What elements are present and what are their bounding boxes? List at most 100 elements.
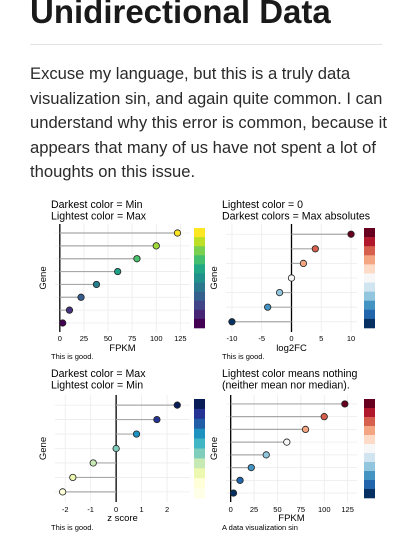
lollipop-point <box>89 459 97 467</box>
lollipop-point <box>153 415 161 424</box>
colorbar-swatch <box>364 300 375 311</box>
lollipop-point <box>152 242 160 250</box>
colorbar-swatch <box>194 478 205 489</box>
colorbar-swatch <box>364 309 375 320</box>
heading-divider <box>30 44 382 45</box>
colorbar-swatch <box>364 273 375 283</box>
lollipop-point <box>229 489 238 497</box>
x-tick-label: 25 <box>80 334 88 343</box>
lollipop-point <box>114 267 122 276</box>
chart-caption: This is good. <box>222 352 265 361</box>
x-tick-label: 50 <box>273 505 281 514</box>
x-tick-label: 0 <box>229 505 233 514</box>
x-tick-label: -2 <box>62 505 69 514</box>
lollipop-chart-4: Lightest color means nothing(neither mea… <box>209 368 375 532</box>
lollipop-point <box>347 230 355 238</box>
colorbar-swatch <box>194 399 205 410</box>
chart-title-line: Lightest color = 0 <box>222 199 303 211</box>
chart-title-line: Darkest colors = Max absolutes <box>222 211 370 223</box>
chart-title-line: Lightest color means nothing <box>222 368 358 380</box>
colorbar-swatch <box>194 318 205 329</box>
lollipop-point <box>341 400 349 408</box>
lollipop-point <box>77 293 85 301</box>
lollipop-point <box>236 476 244 484</box>
x-tick-label: 5 <box>319 334 323 343</box>
lollipop-point <box>320 413 328 421</box>
lollipop-point <box>287 274 296 282</box>
colorbar-swatch <box>364 255 375 265</box>
colorbar-swatch <box>364 471 375 481</box>
colorbar-swatch <box>364 444 375 454</box>
colorbar-swatch <box>364 435 375 445</box>
lollipop-point <box>262 451 270 459</box>
colorbar-swatch <box>194 438 205 449</box>
colorbar-swatch <box>194 282 205 292</box>
y-axis-label: Gene <box>38 266 49 289</box>
y-axis-label: Gene <box>38 437 49 460</box>
lollipop-point <box>311 245 319 253</box>
chart-title-line: Lightest color = Min <box>51 380 143 392</box>
colorbar-swatch <box>364 291 375 302</box>
article-heading: Unidirectional Data <box>30 0 331 30</box>
x-axis-label: log2FC <box>276 343 307 354</box>
x-tick-label: 10 <box>347 334 355 343</box>
colorbar-swatch <box>194 273 205 283</box>
x-tick-label: 125 <box>341 505 354 514</box>
colorbar-swatch <box>364 264 375 274</box>
x-tick-label: -10 <box>227 334 238 343</box>
chart-title-line: Darkest color = Max <box>51 368 146 380</box>
lollipop-point <box>173 401 181 409</box>
colorbar-swatch <box>194 458 205 469</box>
lollipop-point <box>133 255 141 263</box>
lollipop-point <box>59 319 67 327</box>
chart-caption: A data visualization sin <box>222 523 298 532</box>
x-tick-label: 125 <box>174 334 187 343</box>
x-tick-label: 0 <box>289 334 293 343</box>
colorbar-swatch <box>364 453 375 463</box>
colorbar-swatch <box>194 408 205 420</box>
chart-caption: This is good. <box>51 523 94 532</box>
x-tick-label: 100 <box>318 505 331 514</box>
colorbar-swatch <box>194 488 205 499</box>
colorbar-swatch <box>364 489 375 499</box>
x-tick-label: 75 <box>128 334 136 343</box>
colorbar-swatch <box>194 255 205 265</box>
colorbar-swatch <box>194 448 205 459</box>
y-axis-label: Gene <box>209 437 220 460</box>
lollipop-point <box>228 318 236 326</box>
colorbar-swatch <box>364 228 375 238</box>
lollipop-point <box>275 288 284 297</box>
colorbar-swatch <box>364 237 375 247</box>
colorbar-swatch <box>194 228 205 238</box>
colorbar-swatch <box>194 300 205 311</box>
y-axis-label: Gene <box>209 266 220 289</box>
colorbar-swatch <box>194 309 205 320</box>
chart-title-line: Darkest color = Min <box>51 199 143 211</box>
colorbar-swatch <box>364 408 375 418</box>
x-tick-label: 100 <box>150 334 163 343</box>
lollipop-point <box>65 306 74 314</box>
colorbar-swatch <box>194 428 205 439</box>
lollipop-point <box>301 425 310 433</box>
x-tick-label: 25 <box>250 505 258 514</box>
lollipop-point <box>264 303 272 311</box>
lollipop-point <box>247 464 255 472</box>
colorbar-swatch <box>364 462 375 472</box>
colorbar-swatch <box>364 318 375 329</box>
lollipop-point <box>299 259 308 268</box>
lollipop-point <box>59 488 67 496</box>
x-tick-label: 1 <box>140 505 144 514</box>
colorbar-swatch <box>364 246 375 256</box>
colorbar-swatch <box>364 417 375 427</box>
colorbar-swatch <box>194 246 205 256</box>
lollipop-point <box>69 473 77 482</box>
x-tick-label: -1 <box>87 505 94 514</box>
lollipop-point <box>112 444 120 453</box>
colorbar-swatch <box>194 468 205 479</box>
chart-title-line: Lightest color = Max <box>51 211 147 223</box>
x-tick-label: -5 <box>258 334 265 343</box>
article-paragraph: Excuse my language, but this is a truly … <box>30 64 387 182</box>
x-axis-label: FPKM <box>109 343 135 354</box>
